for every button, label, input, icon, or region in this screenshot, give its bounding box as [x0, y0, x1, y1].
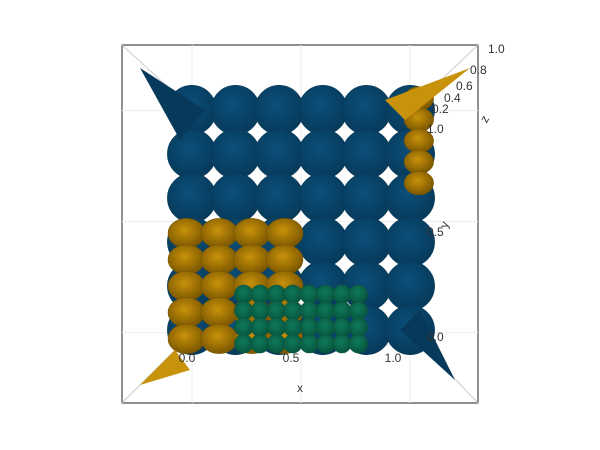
surface-cell	[234, 301, 254, 321]
y-tick-label: 1.0	[427, 122, 444, 136]
tick-labels: 0.0 0.5 1.0 0.0 0.5 1.0 0.2 0.4 0.6 0.8 …	[179, 42, 505, 365]
surface-spike	[140, 68, 205, 140]
y-axis-label: y	[437, 219, 452, 229]
surface-cell	[299, 317, 319, 337]
surface-cell	[298, 217, 348, 267]
surface-spike	[140, 350, 190, 385]
surface-cell	[348, 284, 368, 304]
surface-cell	[265, 244, 304, 275]
surface-cell	[341, 217, 392, 267]
y-tick-label: 0.0	[427, 330, 444, 344]
surface-cell	[341, 129, 392, 179]
surface-cell	[316, 317, 336, 337]
surface-cell	[266, 284, 286, 304]
surface-cell	[167, 323, 206, 354]
surface-cell	[348, 317, 368, 337]
surface-cell	[298, 129, 348, 179]
surface-cell	[385, 261, 435, 311]
surface-cell	[254, 85, 304, 135]
z-tick-label: 0.4	[444, 91, 461, 105]
surface-cell	[403, 170, 434, 196]
surface-cell	[341, 85, 392, 135]
surface-cell	[167, 218, 206, 249]
surface-cell	[299, 334, 319, 354]
z-tick-label: 0.2	[432, 102, 449, 116]
surface-spike	[385, 68, 470, 120]
surface-cell	[200, 323, 238, 354]
surface-cell	[265, 218, 304, 249]
surface-cell	[210, 85, 261, 135]
surface-cell	[250, 284, 270, 304]
surface-cell	[348, 301, 368, 321]
surface-cell	[341, 261, 392, 311]
surface-cell	[298, 173, 348, 223]
x-tick-label: 0.5	[283, 351, 300, 365]
surface-cell	[283, 301, 303, 321]
surface-cell	[283, 284, 303, 304]
x-axis-label: x	[297, 381, 303, 395]
surface-cell	[200, 244, 238, 275]
surface-cell	[233, 244, 271, 275]
surface-cell	[332, 301, 352, 321]
surface-cell	[210, 173, 261, 223]
surface-cell	[200, 218, 238, 249]
surface-cell	[250, 334, 270, 354]
surface-cell	[266, 301, 286, 321]
surface-cell	[167, 173, 217, 223]
z-axis-label: z	[477, 113, 492, 125]
surface-cell	[348, 334, 368, 354]
surface-cell	[167, 129, 217, 179]
z-tick-label: 0.6	[456, 79, 473, 93]
outer-box	[121, 44, 479, 404]
surface-cell	[283, 317, 303, 337]
surface-cell	[316, 284, 336, 304]
x-tick-label: 1.0	[385, 351, 402, 365]
surface-series	[234, 284, 368, 354]
surface-cell	[332, 284, 352, 304]
y-tick-label: 0.5	[427, 225, 444, 239]
surface-cell	[332, 317, 352, 337]
surface-cell	[403, 149, 434, 175]
surface-cell	[234, 334, 254, 354]
z-tick-label: 1.0	[488, 42, 505, 56]
surface-cell	[266, 317, 286, 337]
surface-cell	[316, 301, 336, 321]
surface-cell	[200, 297, 238, 328]
surface-cell	[299, 301, 319, 321]
surface-cell	[332, 334, 352, 354]
surface-spike	[400, 310, 455, 380]
surface-cell	[298, 85, 348, 135]
surface-cell	[167, 297, 206, 328]
surface-cell	[316, 334, 336, 354]
surface-cell	[299, 284, 319, 304]
surface-cell	[233, 218, 271, 249]
surface-cell	[254, 173, 304, 223]
z-tick-label: 0.8	[470, 63, 487, 77]
surface-cell	[167, 244, 206, 275]
surface-cell	[250, 317, 270, 337]
surface-cell	[341, 173, 392, 223]
surface-cell	[210, 129, 261, 179]
surface-cell	[200, 270, 238, 302]
surface-layer	[140, 68, 470, 385]
surface-cell	[250, 301, 270, 321]
surface-cell	[254, 129, 304, 179]
surface-cell	[167, 270, 206, 302]
surface-cell	[234, 317, 254, 337]
surface-cell	[234, 284, 254, 304]
x-tick-label: 0.0	[179, 351, 196, 365]
